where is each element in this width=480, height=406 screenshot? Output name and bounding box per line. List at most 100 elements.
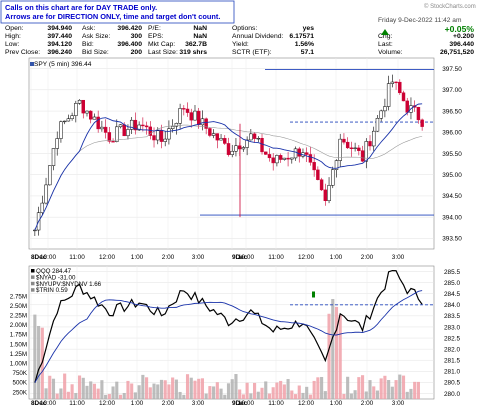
volume-bar: [405, 391, 409, 399]
candle-body: [293, 148, 298, 159]
candle-body: [416, 107, 421, 121]
candle-body: [70, 115, 74, 119]
qqq-marks: [33, 269, 434, 399]
price-tick-label: 396.50: [442, 108, 462, 115]
header-value: 396.420: [117, 25, 142, 32]
candle-body: [81, 99, 85, 114]
legend-swatch: [30, 62, 34, 66]
candle-body: [394, 81, 398, 84]
volume-tick-label: 2.50M: [10, 303, 27, 310]
candle-body: [96, 116, 100, 130]
volume-bar: [286, 379, 290, 399]
candle-body: [215, 133, 220, 141]
header-value: 396.400: [117, 41, 142, 48]
candle-body: [357, 147, 361, 151]
candle-body: [308, 154, 313, 163]
brand-logo: © StockCharts.com: [424, 3, 476, 10]
candle-body: [282, 157, 287, 160]
volume-bar: [156, 384, 160, 399]
volume-bar: [111, 386, 115, 399]
volume-bar: [312, 380, 316, 399]
volume-bar: [308, 394, 312, 399]
volume-bar: [364, 391, 368, 399]
candle-body: [148, 126, 153, 136]
volume-bar: [185, 374, 190, 399]
header-value: NaN: [193, 33, 207, 40]
candle-body: [174, 123, 179, 127]
volume-bar: [253, 382, 257, 399]
price-y-axis: 397.50 397.00 396.50 396.00 395.50 395.00 394.…: [442, 66, 462, 243]
volume-bar: [51, 378, 56, 399]
candle-body: [398, 81, 402, 94]
candle-body: [223, 138, 227, 144]
volume-bar: [171, 377, 175, 399]
candle-body: [185, 108, 190, 113]
volume-bar: [401, 375, 406, 399]
volume-bar: [338, 315, 342, 399]
candle-body: [59, 121, 63, 139]
candle-body: [401, 92, 406, 102]
candle-body: [334, 160, 339, 170]
header-value: 394.940: [47, 25, 72, 32]
candle-body: [62, 120, 67, 123]
qqq-x-tick-label: 1:00: [330, 400, 343, 406]
qqq-x-tick-label: 3:00: [392, 400, 405, 406]
candle-body: [278, 155, 283, 160]
volume-bar: [145, 377, 149, 399]
up-arrow-icon: [381, 29, 389, 35]
volume-bar: [163, 380, 167, 399]
candle-body: [204, 118, 208, 129]
candle-body: [51, 148, 56, 166]
volume-bar: [89, 381, 93, 399]
note-line-2: Arrows are for DIRECTION ONLY, time and …: [5, 12, 220, 21]
candle-body: [353, 147, 357, 149]
volume-bar: [122, 392, 126, 399]
candle-body: [44, 184, 48, 204]
qqq-tick-label: 283.5: [444, 313, 460, 320]
volume-bar: [331, 299, 335, 399]
candle-body: [77, 99, 82, 104]
qqq-tick-label: 280.5: [444, 380, 460, 387]
volume-tick-label: 2.75M: [10, 293, 27, 300]
volume-bar: [77, 375, 82, 399]
candle-body: [256, 137, 261, 140]
header-value: yes: [303, 25, 315, 32]
qqq-legend: QQQ 284.47$NYAD -31.00$NYUPV:$NYDNV 1.66…: [31, 268, 102, 294]
candle-body: [100, 126, 104, 130]
volume-bar: [282, 384, 286, 399]
candle-body: [304, 152, 309, 155]
candle-body: [208, 128, 212, 136]
price-x-tick-label: 2:00: [162, 254, 175, 261]
volume-bar: [148, 387, 152, 399]
price-x-tick-label: 2:00: [361, 254, 374, 261]
qqq-y-axis: 285.5 285.0 284.5 284.0 283.5 283.0 282.5 282.0…: [444, 269, 460, 398]
qqq-tick-label: 280.0: [444, 391, 460, 398]
price-x-tick-label: 1:00: [131, 254, 144, 261]
candle-body: [420, 119, 424, 127]
header-label: Last Size:: [148, 49, 178, 56]
quote-header: Open: 394.940 Ask: 396.420 P/E: NaN Options: ye…: [5, 25, 474, 56]
volume-tick-label: 1.50M: [10, 341, 27, 348]
header-label: Last:: [378, 41, 393, 48]
volume-bar: [197, 378, 201, 399]
candle-body: [159, 130, 164, 142]
qqq-legend-item: $TRIN 0.59: [36, 287, 68, 294]
legend-swatch: [31, 288, 35, 292]
volume-tick-label: 1.00M: [10, 361, 27, 368]
candle-body: [126, 129, 130, 137]
candle-body: [85, 110, 89, 114]
qqq-tick-label: 281.5: [444, 358, 460, 365]
qqq-x-tick-label: 2:00: [361, 400, 374, 406]
candle-body: [290, 157, 294, 160]
qqq-tick-label: 285.5: [444, 269, 460, 276]
qqq-tick-label: 284.5: [444, 291, 460, 298]
candle-body: [219, 138, 223, 141]
header-label: Yield:: [232, 41, 249, 48]
volume-bar: [301, 392, 305, 399]
header-value: 396.440: [449, 41, 474, 48]
volume-tick-label: 750K: [13, 370, 28, 377]
candle-body: [74, 103, 78, 116]
legend-swatch: [31, 281, 35, 286]
qqq-price-line: [34, 269, 423, 383]
candle-body: [375, 118, 380, 132]
